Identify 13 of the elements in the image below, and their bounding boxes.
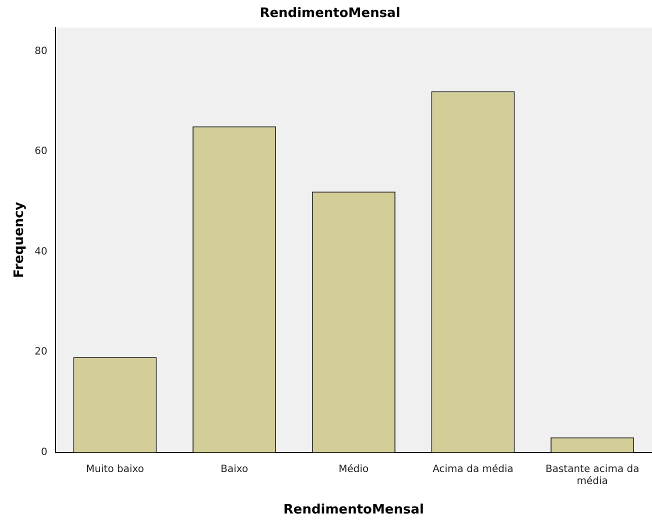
x-tick-label: Acima da média xyxy=(432,464,514,475)
y-tick-label: 40 xyxy=(34,246,48,258)
y-tick-label: 60 xyxy=(34,146,48,158)
y-tick-label: 0 xyxy=(40,446,48,458)
y-tick-label: 80 xyxy=(34,46,48,57)
x-axis-title: RendimentoMensal xyxy=(283,502,424,518)
x-tick-label: Baixo xyxy=(220,464,248,475)
chart-title: RendimentoMensal xyxy=(260,6,400,22)
x-tick-label: Médio xyxy=(338,464,369,475)
y-axis-title: Frequency xyxy=(12,201,28,278)
x-tick-label: Muito baixo xyxy=(86,464,144,475)
x-tick-label: Bastante acima da média xyxy=(545,464,640,487)
y-tick-label: 20 xyxy=(34,346,48,358)
